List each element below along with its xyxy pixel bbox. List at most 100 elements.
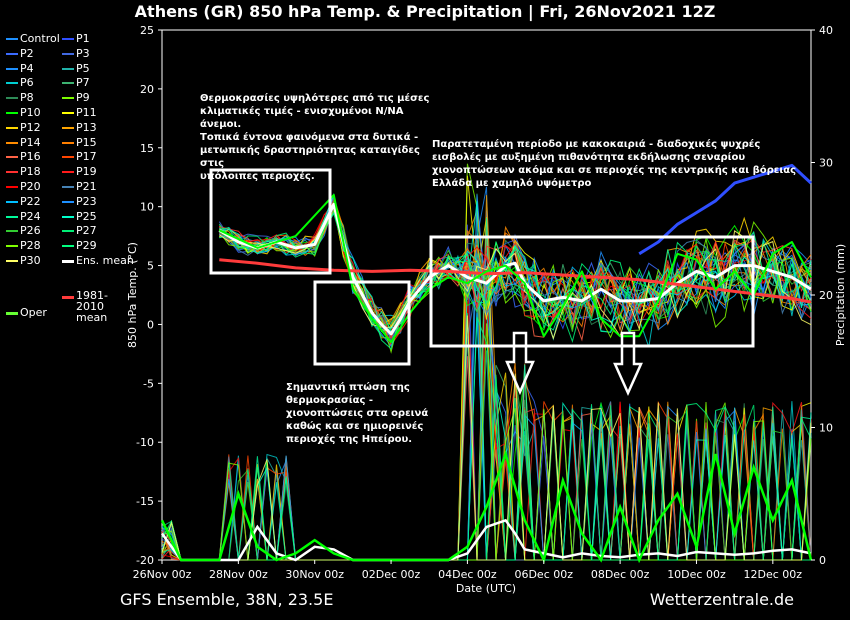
legend-swatch	[62, 52, 74, 55]
y-tick-label: -15	[136, 495, 154, 508]
legend-label: P9	[76, 91, 90, 105]
x-tick-label: 08Dec 00z	[591, 568, 650, 581]
y-tick-label: 5	[147, 260, 154, 273]
annotation-temp-drop: Σημαντική πτώση της θερμοκρασίας - χιονο…	[286, 382, 429, 445]
precip-member-line	[161, 316, 812, 561]
legend-label: P29	[76, 239, 97, 253]
y-tick-label: 20	[140, 83, 154, 96]
chart-title: Athens (GR) 850 hPa Temp. & Precipitatio…	[134, 2, 716, 21]
legend-swatch	[6, 67, 18, 70]
ensemble-member-line	[219, 205, 812, 340]
legend-label: Oper	[20, 305, 47, 319]
highlight-box-2	[313, 280, 411, 366]
legend-swatch	[6, 311, 18, 315]
ensemble-member-line	[218, 206, 812, 339]
precip-member-line	[161, 217, 812, 561]
legend-label: P28	[20, 239, 41, 253]
ensemble-member-line	[219, 212, 812, 350]
y-tick-label: 10	[140, 201, 154, 214]
y2-tick-label: 10	[819, 422, 833, 435]
ensemble-member-line	[219, 208, 812, 340]
precip-line-p10	[160, 449, 813, 564]
legend-swatch	[62, 260, 74, 263]
series-layer	[160, 163, 813, 564]
legend-label: P6	[20, 76, 34, 90]
legend-label: P17	[76, 150, 97, 164]
legend-swatch	[6, 82, 18, 85]
y2-axis-label: Precipitation (mm)	[834, 244, 847, 346]
legend-label: P13	[76, 120, 97, 134]
footer-site: Wetterzentrale.de	[649, 590, 794, 609]
legend-label: P27	[76, 224, 97, 238]
down-arrow-1	[505, 331, 535, 396]
legend-label: P18	[20, 165, 41, 179]
legend-swatch	[62, 112, 74, 114]
legend-swatch	[6, 245, 18, 248]
legend-label: P1	[76, 32, 90, 45]
legend-swatch	[62, 126, 74, 129]
y-tick-label: 0	[147, 318, 154, 331]
legend-swatch	[6, 126, 18, 129]
legend-swatch	[6, 52, 18, 55]
annotation-warm-period: Θερμοκρασίες υψηλότερες από τις μέσες κλ…	[200, 93, 430, 182]
legend-swatch	[62, 200, 74, 203]
x-tick-label: 10Dec 00z	[667, 568, 726, 581]
legend-swatch	[62, 215, 74, 218]
legend-label: P4	[20, 61, 34, 75]
legend-label: P12	[20, 120, 41, 134]
legend-label: Control	[20, 32, 60, 45]
x-tick-label: 12Dec 00z	[744, 568, 803, 581]
axis-layer: 25 20 15 10 5 0 -5 -10 -15 -20 40 30 20 10 0 26Nov 00z 2…	[133, 24, 833, 581]
x-axis-label: Date (UTC)	[456, 582, 516, 595]
legend-label: P5	[76, 61, 90, 75]
legend-label: P26	[20, 224, 41, 238]
y-tick-label: -10	[136, 436, 154, 449]
legend-swatch	[6, 156, 18, 159]
y-tick-label: 25	[140, 24, 154, 37]
legend-swatch	[62, 186, 74, 188]
series-line-1981-2010-mean	[219, 258, 812, 304]
legend-swatch	[62, 230, 74, 233]
legend-label: P2	[20, 46, 34, 60]
precip-member-line	[161, 315, 812, 561]
legend-swatch	[62, 171, 74, 174]
legend-label: P23	[76, 194, 97, 208]
legend-label: 1981-2010 mean	[76, 288, 108, 324]
down-arrow-2	[613, 331, 643, 397]
legend-label: P10	[20, 106, 41, 119]
legend-label: P7	[76, 76, 90, 90]
legend-label: P21	[76, 180, 97, 193]
x-tick-label: 04Dec 00z	[438, 568, 497, 581]
legend-swatch	[62, 67, 74, 70]
legend-label: P16	[20, 150, 41, 164]
x-tick-label: 06Dec 00z	[514, 568, 573, 581]
series-line-p10	[218, 193, 812, 344]
legend-swatch	[62, 38, 74, 40]
footer-model-info: GFS Ensemble, 38N, 23.5E	[120, 590, 334, 609]
y2-tick-label: 0	[819, 554, 826, 567]
highlight-boxes	[209, 168, 755, 397]
y-tick-label: 15	[140, 142, 154, 155]
legend-swatch	[62, 141, 74, 144]
ensemble-member-line	[219, 202, 812, 333]
legend-label: P19	[76, 165, 97, 179]
legend-swatch	[6, 97, 18, 100]
x-tick-label: 28Nov 00z	[209, 568, 268, 581]
legend-swatch	[62, 82, 74, 85]
precip-line-ens-mean	[160, 518, 812, 562]
legend-label: P8	[20, 91, 34, 105]
y-tick-label: -5	[143, 377, 154, 390]
annotation-bad-weather: Παρατεταμένη περίοδο με κακοκαιριά - δια…	[432, 139, 797, 189]
x-tick-label: 26Nov 00z	[133, 568, 192, 581]
legend-label: P25	[76, 209, 97, 223]
highlight-box-1	[209, 168, 332, 275]
legend-label: P20	[20, 180, 41, 193]
x-tick-label: 30Nov 00z	[285, 568, 344, 581]
highlight-box-3	[429, 235, 755, 348]
legend-swatch	[6, 38, 18, 40]
legend-label: P30	[20, 254, 41, 267]
series-line-p1	[638, 163, 813, 256]
y-axis-label: 850 hPa Temp. (°C)	[126, 242, 139, 348]
legend-swatch	[6, 215, 18, 218]
